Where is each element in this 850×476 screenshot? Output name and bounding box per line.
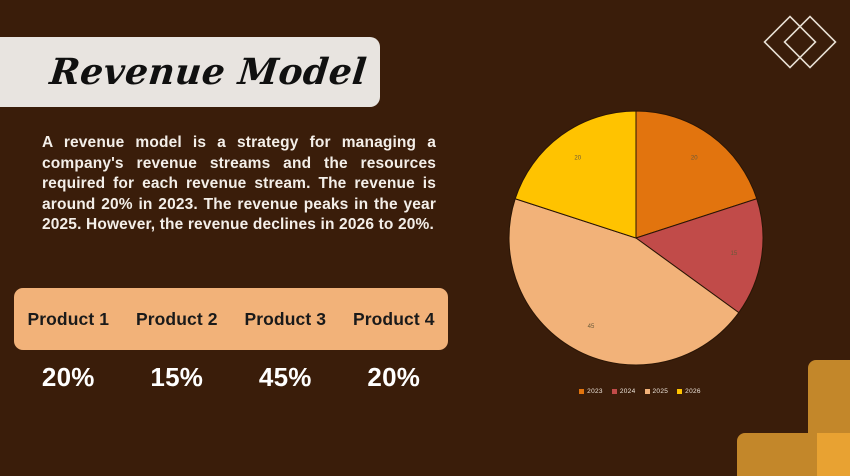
pie-slice-2025 [508, 198, 740, 366]
product-header-bar: Product 1 Product 2 Product 3 Product 4 [14, 288, 448, 350]
legend-label: 2025 [652, 388, 669, 395]
pie-slice-label-2025: 45 [588, 324, 595, 330]
pie-slices [508, 110, 764, 366]
legend-label: 2023 [587, 388, 603, 395]
product-value-1: 20% [41, 361, 95, 392]
legend-item-2023: 2023 [579, 388, 603, 395]
legend-item-2026: 2026 [677, 388, 701, 395]
legend-swatch-icon [644, 389, 650, 394]
page-title: Revenue Model [47, 51, 369, 93]
legend-label: 2024 [619, 388, 636, 395]
product-header-2: Product 2 [135, 308, 218, 329]
legend-swatch-icon [611, 389, 617, 394]
chart-legend: 2023 2024 2025 2026 [500, 388, 780, 395]
pie-slice-2023 [635, 110, 758, 239]
product-header-4: Product 4 [352, 308, 435, 329]
product-value-2: 15% [150, 361, 204, 392]
legend-label: 2026 [685, 388, 701, 395]
overlapping-diamonds-logo [763, 15, 837, 69]
decor-block-mid [737, 433, 817, 476]
product-value-4: 20% [367, 361, 421, 392]
decor-block-dark [808, 360, 850, 440]
product-header-3: Product 3 [244, 308, 327, 329]
pie-slice-label-2024: 15 [730, 251, 737, 257]
pie-slice-labels: 20 15 45 20 [574, 155, 737, 329]
pie-slice-label-2026: 20 [574, 155, 581, 161]
product-value-row: 20% 15% 45% 20% [14, 356, 448, 398]
title-bar: Revenue Model [0, 37, 380, 107]
product-header-1: Product 1 [27, 308, 110, 329]
product-value-3: 45% [258, 361, 312, 392]
decor-block-light [817, 433, 850, 476]
pie-slice-2026 [514, 110, 637, 239]
legend-item-2024: 2024 [611, 388, 636, 395]
body-paragraph: A revenue model is a strategy for managi… [42, 134, 436, 233]
legend-swatch-icon [579, 389, 585, 394]
pie-chart-svg: 20 15 45 20 [508, 110, 764, 366]
pie-slice-label-2023: 20 [691, 155, 698, 161]
pie-chart: 20 15 45 20 [500, 100, 780, 380]
pie-slice-2024 [634, 198, 764, 314]
legend-swatch-icon [677, 389, 683, 394]
legend-item-2025: 2025 [644, 388, 669, 395]
